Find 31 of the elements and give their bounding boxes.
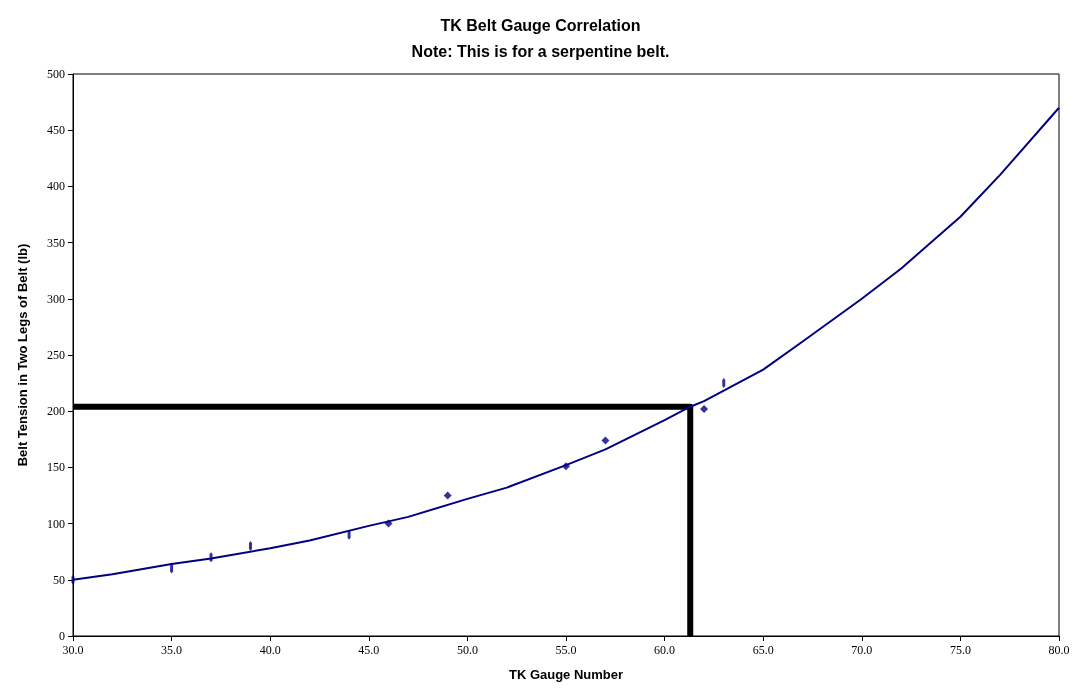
x-tick-label: 75.0 (949, 643, 971, 657)
x-tick-label: 80.0 (1048, 643, 1070, 657)
x-tick-label: 55.0 (555, 643, 577, 657)
x-tick-label: 50.0 (456, 643, 478, 657)
chart-title: TK Belt Gauge Correlation (440, 16, 641, 34)
x-tick-label: 35.0 (161, 643, 183, 657)
y-tick-label: 250 (47, 348, 65, 362)
x-tick-label: 60.0 (654, 643, 676, 657)
y-tick-label: 0 (59, 629, 65, 643)
point (443, 491, 452, 500)
y-tick-label: 350 (47, 235, 65, 250)
x-tick-label: 65.0 (752, 643, 774, 657)
x-axis-title: TK Gauge Number (508, 667, 624, 682)
y-tick-label: 400 (47, 179, 65, 194)
y-tick-label: 100 (47, 516, 65, 531)
x-tick-label: 30.0 (62, 643, 84, 657)
point (700, 404, 709, 413)
y-tick-label: 450 (47, 123, 65, 138)
x-tick-label: 70.0 (851, 643, 873, 657)
point (562, 462, 570, 471)
y-axis-title: Belt Tension in Two Legs of Belt (lb) (15, 243, 30, 467)
point (601, 436, 610, 445)
x-tick-label: 45.0 (358, 643, 380, 657)
y-tick-label: 500 (47, 67, 65, 81)
y-tick-label: 200 (47, 404, 65, 419)
y-tick-label: 300 (47, 291, 65, 306)
y-tick-label: 50 (53, 572, 65, 587)
y-tick-label: 150 (47, 460, 65, 475)
point (384, 519, 393, 528)
x-tick-label: 40.0 (259, 643, 281, 657)
chart-subtitle: Note: This is for a serpentine belt. (411, 42, 670, 60)
